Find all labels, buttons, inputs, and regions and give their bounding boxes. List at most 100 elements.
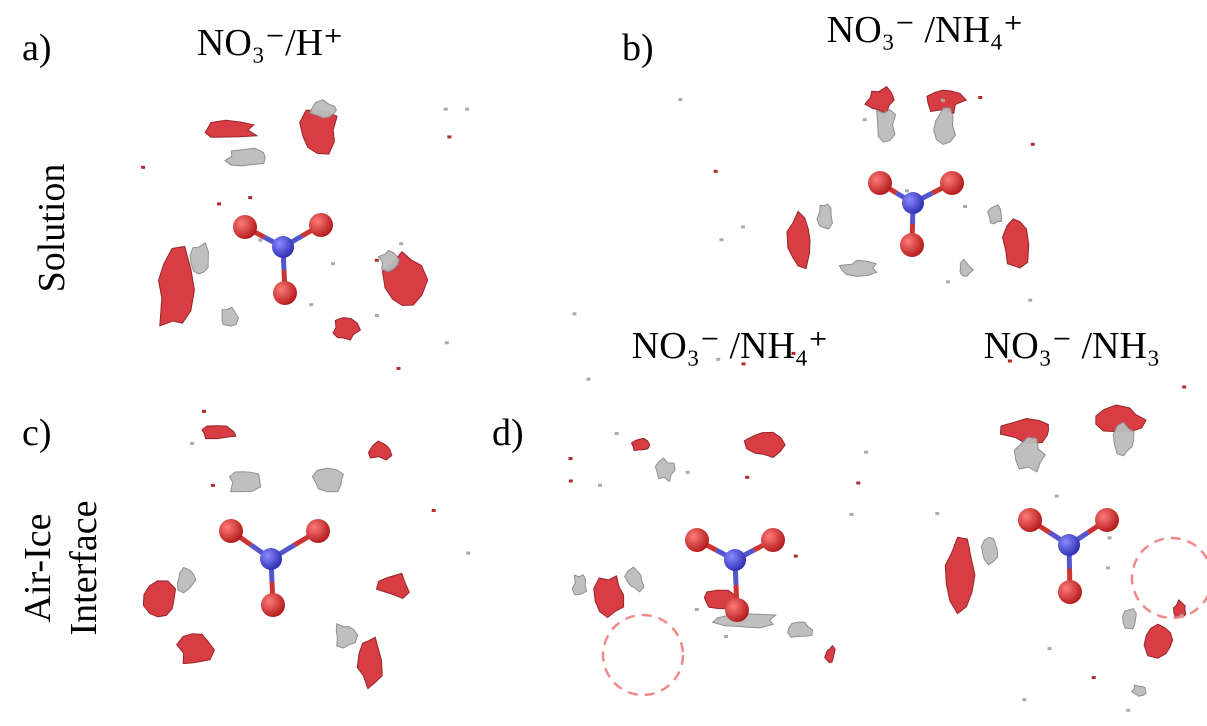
red-isosurface bbox=[1000, 419, 1048, 444]
red-isosurface bbox=[825, 646, 836, 663]
oxygen-atom bbox=[725, 598, 749, 622]
red-isosurface bbox=[1003, 219, 1029, 268]
red-isosurface bbox=[632, 438, 650, 450]
red-isosurface bbox=[143, 581, 175, 617]
gray-isosurface bbox=[1132, 685, 1146, 696]
speck bbox=[309, 303, 313, 306]
speck bbox=[217, 202, 221, 205]
oxygen-atom bbox=[1095, 508, 1119, 532]
row-label: Air-Ice bbox=[17, 514, 59, 623]
panel-title: NO₃⁻/H⁺ bbox=[197, 22, 343, 64]
speck bbox=[1106, 566, 1110, 569]
oxygen-atom bbox=[900, 233, 924, 257]
gray-isosurface bbox=[655, 458, 675, 481]
oxygen-atom bbox=[940, 171, 964, 195]
speck bbox=[695, 608, 699, 611]
speck bbox=[864, 451, 868, 454]
oxygen-atom bbox=[219, 519, 243, 543]
nitrogen-atom bbox=[260, 548, 282, 570]
speck bbox=[447, 135, 451, 138]
red-isosurface bbox=[1144, 624, 1173, 658]
speck bbox=[1126, 709, 1130, 712]
gray-isosurface bbox=[817, 204, 833, 229]
gray-isosurface bbox=[960, 259, 973, 276]
row-label: Interface bbox=[63, 501, 105, 636]
gray-isosurface bbox=[877, 110, 896, 143]
nitrate-molecule bbox=[219, 519, 330, 617]
red-isosurface bbox=[202, 426, 236, 439]
speck bbox=[1055, 495, 1059, 498]
speck bbox=[850, 513, 854, 516]
speck bbox=[432, 509, 436, 512]
speck bbox=[978, 96, 982, 99]
red-isosurface bbox=[787, 211, 810, 268]
speck bbox=[202, 410, 206, 413]
panel-letter: b) bbox=[622, 27, 654, 69]
speck bbox=[724, 635, 728, 638]
speck bbox=[211, 484, 215, 487]
speck bbox=[141, 166, 145, 169]
speck bbox=[720, 238, 724, 241]
highlight-circle bbox=[1132, 538, 1207, 618]
red-isosurface bbox=[177, 634, 215, 664]
nitrogen-atom bbox=[1058, 534, 1080, 556]
gray-isosurface bbox=[178, 568, 196, 593]
page: a) NO₃⁻/H⁺ b) NO₃⁻ /NH₄⁺ c) d) NO₃⁻ /NH₄… bbox=[0, 0, 1207, 726]
speck bbox=[745, 476, 749, 479]
speck bbox=[466, 552, 470, 555]
gray-isosurface bbox=[625, 567, 644, 592]
red-isosurface bbox=[205, 120, 257, 137]
nitrogen-atom bbox=[724, 549, 746, 571]
highlight-circle bbox=[603, 615, 683, 695]
speck bbox=[569, 457, 573, 460]
gray-isosurface bbox=[988, 205, 1002, 224]
red-isosurface bbox=[377, 573, 410, 598]
red-isosurface bbox=[369, 441, 392, 460]
speck bbox=[1092, 676, 1096, 679]
nitrate-molecule bbox=[1018, 508, 1119, 604]
oxygen-atom bbox=[761, 528, 785, 552]
nitrogen-atom bbox=[902, 192, 924, 214]
oxygen-atom bbox=[273, 281, 297, 305]
red-isosurface bbox=[300, 110, 337, 154]
oxygen-atom bbox=[309, 213, 333, 237]
gray-isosurface bbox=[1123, 609, 1137, 629]
panel-letter: a) bbox=[22, 27, 52, 69]
speck bbox=[615, 432, 619, 435]
panel-title: NO₃⁻ /NH₄⁺ bbox=[827, 9, 1023, 51]
speck bbox=[375, 259, 379, 262]
gray-isosurface bbox=[839, 260, 876, 276]
speck bbox=[856, 482, 860, 485]
red-isosurface bbox=[594, 576, 624, 618]
speck bbox=[741, 225, 745, 228]
oxygen-atom bbox=[1018, 508, 1042, 532]
speck bbox=[1028, 299, 1032, 302]
speck bbox=[248, 196, 252, 199]
gray-isosurface bbox=[788, 622, 813, 637]
figure: a) NO₃⁻/H⁺ b) NO₃⁻ /NH₄⁺ c) d) NO₃⁻ /NH₄… bbox=[0, 0, 1207, 726]
speck bbox=[258, 239, 262, 242]
speck bbox=[905, 189, 909, 192]
speck bbox=[946, 280, 950, 283]
speck bbox=[569, 480, 573, 483]
speck bbox=[1031, 143, 1035, 146]
speck bbox=[572, 312, 576, 315]
speck bbox=[714, 170, 718, 173]
speck bbox=[794, 555, 798, 558]
gray-isosurface bbox=[312, 468, 343, 492]
speck bbox=[678, 98, 682, 101]
speck bbox=[941, 99, 945, 102]
red-isosurface bbox=[159, 247, 195, 326]
nitrogen-atom bbox=[272, 236, 294, 258]
oxygen-atom bbox=[685, 528, 709, 552]
nitrate-molecule bbox=[868, 171, 964, 257]
gray-isosurface bbox=[336, 624, 357, 648]
nitrate-molecule bbox=[685, 528, 785, 622]
speck bbox=[190, 442, 194, 445]
speck bbox=[397, 367, 401, 370]
gray-isosurface bbox=[230, 472, 261, 492]
gray-isosurface bbox=[225, 148, 265, 166]
speck bbox=[586, 378, 590, 381]
row-label: Solution bbox=[31, 164, 73, 293]
gray-isosurface bbox=[190, 243, 208, 274]
